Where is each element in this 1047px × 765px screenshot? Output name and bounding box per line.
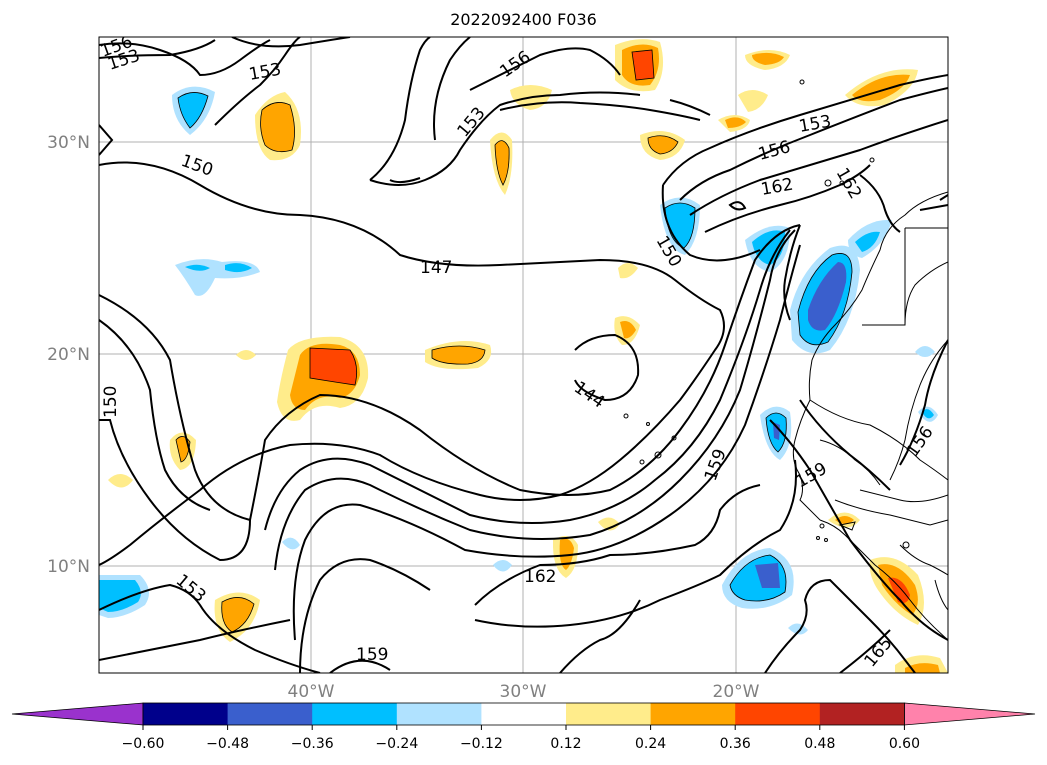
colorbar-tick-label: −0.12 xyxy=(460,736,503,752)
negative-anomaly-fills xyxy=(99,86,938,635)
colorbar-frame xyxy=(142,702,905,726)
height-contours xyxy=(99,37,948,673)
colorbar-segment xyxy=(396,703,482,725)
contour-label-162-south: 162 xyxy=(524,567,556,587)
colorbar-segment xyxy=(481,703,567,725)
colorbar-tick-label: 0.12 xyxy=(550,736,581,752)
lon-label-20w: 20°W xyxy=(713,682,760,702)
contour-label-150-edge: 150 xyxy=(101,386,121,418)
colorbar-tick-label: 0.60 xyxy=(889,736,920,752)
lon-label-40w: 40°W xyxy=(288,682,335,702)
contour-label-147: 147 xyxy=(420,258,452,278)
colorbar-tick-label: 0.36 xyxy=(720,736,751,752)
colorbar-tick-label: −0.48 xyxy=(206,736,249,752)
colorbar: −0.60 −0.48 −0.36 −0.24 −0.12 0.12 0.24 0.36 0.4… xyxy=(11,702,1036,752)
colorbar-segment xyxy=(312,703,398,725)
colorbar-segment xyxy=(819,703,905,725)
colorbar-extend-low xyxy=(11,702,144,726)
lat-label-20n: 20°N xyxy=(47,345,90,365)
lon-label-30w: 30°W xyxy=(500,682,547,702)
map-frame xyxy=(98,36,949,674)
colorbar-segment xyxy=(650,703,736,725)
map-title: 2022092400 F036 xyxy=(450,10,597,29)
colorbar-segment xyxy=(227,703,313,725)
colorbar-tick-label: −0.60 xyxy=(122,736,165,752)
colorbar-tick-label: −0.24 xyxy=(375,736,418,752)
lat-label-30n: 30°N xyxy=(47,133,90,153)
colorbar-segment xyxy=(735,703,821,725)
contour-label-159-south: 159 xyxy=(356,645,388,665)
coastlines xyxy=(623,79,948,641)
colorbar-tick-label: 0.24 xyxy=(635,736,666,752)
colorbar-tick-label: −0.36 xyxy=(291,736,334,752)
lat-label-10n: 10°N xyxy=(47,557,90,577)
colorbar-segment xyxy=(566,703,652,725)
colorbar-tick-label: 0.48 xyxy=(804,736,835,752)
shading-outlines xyxy=(175,49,853,633)
colorbar-extend-high xyxy=(904,702,1036,726)
positive-anomaly-fills xyxy=(108,39,948,673)
longitude-labels: 40°W 30°W 20°W xyxy=(288,682,760,702)
colorbar-segment xyxy=(143,703,229,725)
latitude-labels: 30°N 20°N 10°N xyxy=(47,133,90,577)
